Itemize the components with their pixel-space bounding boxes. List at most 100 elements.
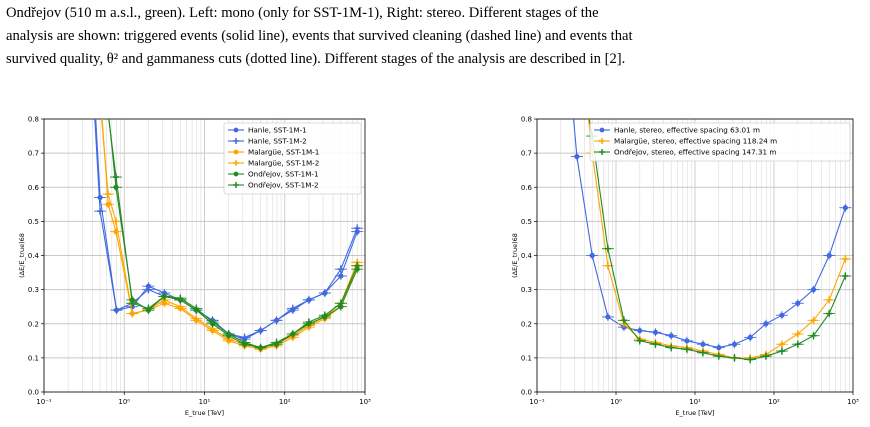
data-point — [715, 353, 722, 360]
data-point — [652, 341, 659, 348]
data-point — [129, 310, 136, 317]
y-tick-label: 0.3 — [521, 286, 532, 294]
x-tick-label: 10⁰ — [610, 398, 622, 406]
data-point — [209, 319, 216, 326]
data-point — [668, 344, 675, 351]
chart-mono: 0.0 0.1 0.2 0.3 0.4 0.5 0.6 0.7 0.8 10⁻¹ 10⁰ 10¹ 10²… — [18, 116, 371, 418]
y-tick-label: 0.2 — [28, 320, 39, 328]
data-point — [620, 317, 627, 324]
data-point — [193, 315, 200, 322]
series-line — [588, 119, 846, 361]
data-point — [762, 353, 769, 360]
data-point — [779, 312, 785, 318]
data-point — [668, 333, 674, 339]
data-point — [605, 314, 611, 320]
data-point — [684, 338, 690, 344]
x-tick-label: 10¹ — [689, 398, 701, 406]
y-tick-label: 0.0 — [521, 389, 532, 397]
x-axis-label: E_true [TeV] — [675, 409, 714, 417]
x-tick-label: 10⁰ — [118, 398, 130, 406]
data-point — [716, 345, 722, 351]
legend-label: Ondřejov, SST-1M-1 — [248, 170, 319, 179]
x-tick-label: 10³ — [847, 398, 859, 406]
x-tick-label: 10² — [279, 398, 291, 406]
x-tick-label: 10¹ — [199, 398, 211, 406]
y-tick-label: 0.1 — [28, 354, 39, 362]
legend-marker — [233, 160, 239, 166]
data-point — [842, 272, 849, 279]
data-point — [145, 305, 152, 312]
data-point — [842, 205, 848, 211]
data-point — [826, 296, 833, 303]
data-point — [241, 339, 248, 346]
y-tick-label: 0.4 — [28, 252, 40, 260]
y-axis-label: (ΔE/E_true)68 — [511, 233, 519, 278]
data-point — [177, 295, 184, 302]
chart-stereo: 0.0 0.1 0.2 0.3 0.4 0.5 0.6 0.7 0.8 10⁻¹ 10⁰ 10¹ 10²… — [511, 116, 859, 418]
legend-marker — [599, 138, 605, 144]
legend-label: Ondřejov, stereo, effective spacing 147.… — [614, 148, 776, 157]
data-point — [337, 266, 344, 273]
data-point — [810, 332, 817, 339]
series-line — [587, 119, 846, 359]
data-point — [795, 300, 801, 306]
legend-label: Hanle, SST-1M-1 — [248, 126, 307, 135]
y-tick-label: 0.5 — [521, 218, 532, 226]
legend-label: Hanle, stereo, effective spacing 63.01 m — [614, 126, 760, 135]
data-point — [604, 262, 611, 269]
series-line — [94, 119, 358, 338]
x-axis-label: E_true [TeV] — [185, 409, 224, 417]
data-point — [731, 341, 738, 347]
y-tick-label: 0.5 — [28, 218, 39, 226]
y-tick-label: 0.8 — [28, 116, 39, 124]
y-tick-label: 0.6 — [521, 184, 533, 192]
data-point — [97, 208, 104, 215]
data-point — [113, 307, 120, 314]
data-point — [305, 319, 312, 326]
data-point — [731, 354, 738, 361]
legend-marker — [233, 182, 239, 188]
legend-marker — [233, 171, 239, 177]
legend: Hanle, stereo, effective spacing 63.01 m… — [589, 122, 851, 162]
data-point — [636, 337, 643, 344]
x-tick-label: 10⁻¹ — [36, 398, 52, 406]
y-tick-label: 0.1 — [521, 354, 532, 362]
legend-marker — [233, 149, 239, 155]
y-tick-label: 0.3 — [28, 286, 39, 294]
data-point — [683, 346, 690, 353]
legend-box — [223, 122, 362, 195]
data-point — [589, 252, 595, 259]
data-point — [810, 287, 817, 293]
legend-box — [589, 122, 851, 162]
y-tick-label: 0.7 — [28, 150, 39, 158]
data-point — [604, 245, 611, 252]
data-point — [842, 255, 849, 262]
caption-line-2: analysis are shown: triggered events (so… — [6, 28, 633, 44]
data-point — [289, 305, 296, 312]
data-point — [652, 329, 659, 335]
y-axis-label: (ΔE/E_true)68 — [18, 233, 26, 278]
data-point — [145, 286, 152, 293]
data-point — [97, 194, 103, 201]
data-point — [826, 252, 832, 259]
data-point — [321, 290, 328, 297]
data-point — [161, 293, 168, 300]
y-tick-label: 0.8 — [521, 116, 532, 124]
x-tick-label: 10³ — [359, 398, 371, 406]
data-point — [778, 341, 785, 348]
y-tick-label: 0.2 — [521, 320, 532, 328]
data-point — [105, 201, 111, 207]
data-point — [747, 334, 753, 340]
data-point — [225, 330, 232, 337]
data-point — [257, 327, 264, 334]
y-tick-label: 0.0 — [28, 389, 39, 397]
legend-marker — [233, 127, 239, 133]
data-point — [289, 330, 296, 337]
figure-caption: Ondřejov (510 m a.s.l., green). Left: mo… — [6, 2, 864, 71]
x-tick-label: 10² — [768, 398, 780, 406]
caption-line-3: survived quality, θ² and gammaness cuts … — [6, 51, 626, 67]
y-tick-label: 0.7 — [521, 150, 532, 158]
data-point — [354, 225, 361, 232]
grid — [536, 118, 853, 393]
data-point — [113, 174, 120, 181]
